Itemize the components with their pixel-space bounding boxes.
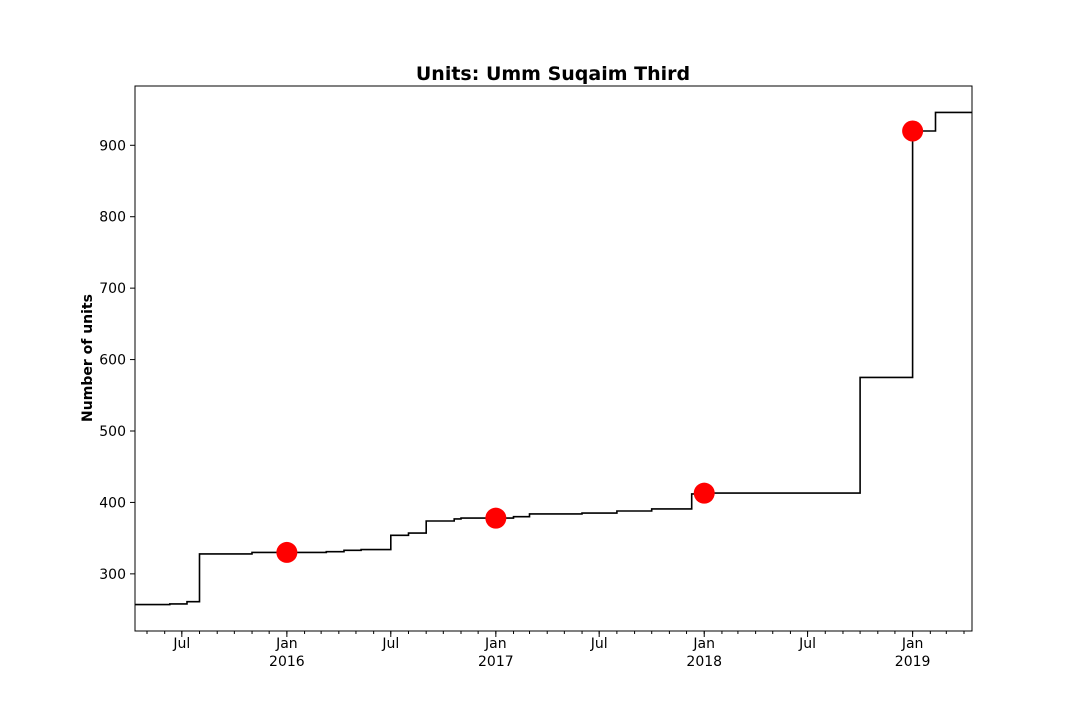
y-axis-label: Number of units [80, 294, 96, 422]
x-tick-label: Jan [692, 636, 715, 652]
x-tick-label: Jan [901, 636, 924, 652]
data-point-marker [902, 120, 924, 142]
x-tick-label: Jul [590, 636, 608, 652]
plot-frame [134, 85, 973, 632]
y-tick-label: 900 [99, 138, 126, 154]
data-point-marker [485, 507, 507, 529]
x-tick-label: Jan [275, 636, 298, 652]
data-point-marker [276, 541, 298, 563]
chart-title: Units: Umm Suqaim Third [416, 63, 690, 85]
x-tick-label: Jul [798, 636, 816, 652]
units-step-line [135, 111, 972, 606]
y-tick-label: 300 [99, 567, 126, 583]
y-tick-label: 800 [99, 210, 126, 226]
y-tick-label: 700 [99, 281, 126, 297]
x-tick-label: Jul [172, 636, 190, 652]
x-tick-year-label: 2018 [686, 654, 722, 670]
y-tick-label: 600 [99, 353, 126, 369]
x-tick-year-label: 2017 [478, 654, 514, 670]
plot-area: 300 400 500 600 700 800 900 Jul Jan 2016 Jul Jan 201… [99, 85, 973, 670]
x-tick-label: Jul [381, 636, 399, 652]
y-tick-label: 500 [99, 424, 126, 440]
x-tick-year-label: 2019 [895, 654, 931, 670]
x-tick-label: Jan [484, 636, 507, 652]
x-tick-year-label: 2016 [269, 654, 305, 670]
y-tick-label: 400 [99, 495, 126, 511]
data-point-marker [693, 482, 715, 504]
